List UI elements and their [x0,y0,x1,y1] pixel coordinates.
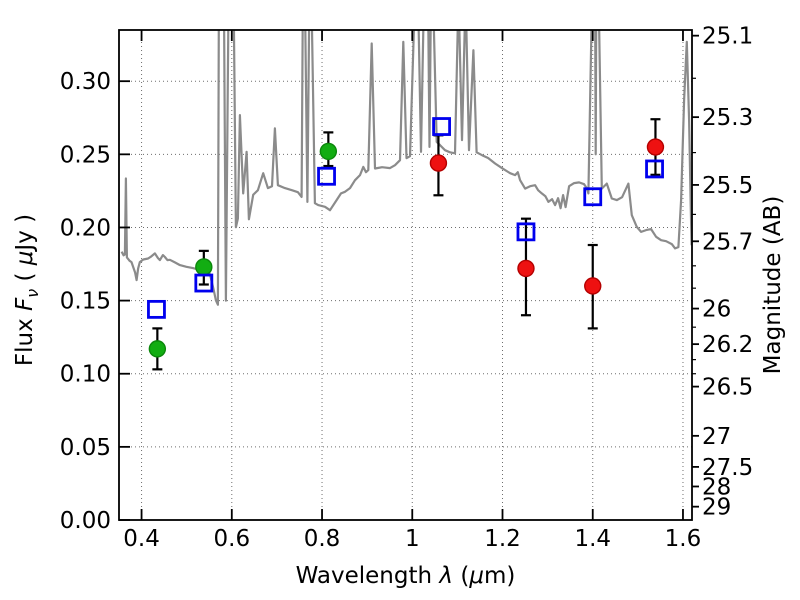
blue-square-point [645,159,664,179]
x-tick-label: 0.6 [214,526,251,552]
y-right-tick-label: 28 [702,474,731,500]
y-left-tick-label: 0.30 [60,69,111,95]
red-circle-point [517,259,535,278]
y-right-tick-label: 27 [702,424,731,450]
data-points [147,117,665,358]
x-tick-label: 1.6 [665,526,702,552]
y-right-tick-label: 26.5 [702,375,753,401]
x-axis-title: Wavelength λ (μm) [296,563,516,589]
blue-square-point [432,117,451,136]
y-axis-title-right: Magnitude (AB) [760,196,786,375]
x-tick-label: 1 [405,526,420,552]
y-right-tick-label: 27.5 [702,455,753,481]
blue-square-point [317,166,336,186]
y-left-tick-label: 0.20 [60,215,111,241]
y-axis-title-left: Flux Fν ( μJy ) [12,214,42,366]
tick-labels: 0.4 0.6 0.8 1 1.2 1.4 1.6 0.00 0.05 0.10 0.15 0.20 0… [60,24,753,552]
y-left-tick-label: 0.05 [60,435,111,461]
y-right-tick-label: 26.2 [702,332,753,358]
blue-square-point [516,222,536,242]
green-circle-point [195,258,213,276]
y-right-tick-label: 29 [702,495,731,521]
y-left-tick-label: 0.00 [60,508,111,534]
y-right-tick-label: 25.7 [702,229,753,255]
blue-square-point [147,299,166,319]
y-right-tick-label: 25.5 [702,173,753,199]
x-tick-label: 1.4 [574,526,611,552]
x-tick-label: 0.4 [123,526,160,552]
green-circle-point [319,142,338,161]
blue-square-point [583,187,603,207]
y-left-tick-label: 0.10 [60,362,111,388]
blue-square-point [194,273,214,293]
red-circle-point [646,138,665,156]
plot-border [118,29,693,521]
green-circle-point [148,340,167,358]
red-circle-point [429,154,448,172]
x-tick-label: 0.8 [304,526,341,552]
y-left-tick-label: 0.25 [60,142,111,168]
y-right-tick-label: 26 [702,297,731,323]
red-circle-point [584,277,602,295]
x-tick-label: 1.2 [484,526,521,552]
y-left-tick-label: 0.15 [60,289,111,315]
y-right-tick-label: 25.1 [702,24,753,50]
tick-marks [119,30,699,521]
y-right-tick-label: 25.3 [702,105,753,131]
